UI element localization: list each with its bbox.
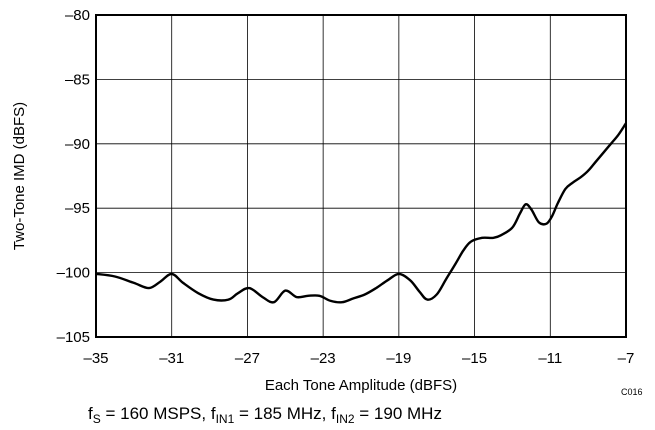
x-tick-label: –11	[538, 350, 562, 367]
y-tick-label: –95	[65, 200, 90, 217]
y-axis-title: Two-Tone IMD (dBFS)	[11, 102, 28, 250]
y-tick-label: –90	[65, 136, 90, 153]
x-tick-label: –15	[462, 350, 487, 367]
y-tick-label: –105	[57, 329, 90, 346]
y-tick-label: –85	[65, 71, 90, 88]
imd-series-line	[95, 122, 627, 304]
x-tick-label: –27	[235, 350, 260, 367]
x-tick-label: –35	[83, 350, 108, 367]
figure-code: C016	[621, 387, 643, 397]
x-tick-label: –19	[386, 350, 411, 367]
plot-frame	[95, 14, 627, 338]
x-tick-label: –7	[618, 350, 635, 367]
x-tick-label: –23	[311, 350, 336, 367]
y-tick-label: –80	[65, 7, 90, 24]
y-tick-labels: –80 –85 –90 –95 –100 –105	[57, 7, 90, 346]
grid-lines	[95, 14, 627, 338]
y-tick-label: –100	[57, 265, 90, 282]
x-tick-labels: –35 –31 –27 –23 –19 –15 –11 –7	[83, 350, 634, 367]
x-axis-title: Each Tone Amplitude (dBFS)	[265, 377, 457, 394]
conditions-caption: fS = 160 MSPS, fIN1 = 185 MHz, fIN2 = 19…	[88, 404, 442, 426]
x-tick-label: –31	[159, 350, 184, 367]
